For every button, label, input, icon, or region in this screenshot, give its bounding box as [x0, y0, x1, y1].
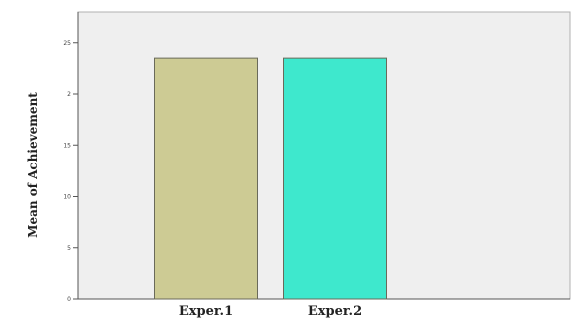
y-tick-label: 0 [67, 296, 71, 303]
y-axis-ticks: 0 5 10 15 2 25 [63, 40, 78, 303]
y-tick-label: 10 [63, 194, 71, 201]
bar-1 [154, 57, 258, 300]
bars [154, 57, 387, 300]
x-category-label: Exper.1 [179, 304, 233, 319]
y-tick-label: 5 [67, 245, 71, 252]
bar-2 [283, 57, 387, 300]
x-axis-labels: Exper.1 Exper.2 [179, 304, 362, 319]
y-axis-title: Mean of Achievement [26, 92, 40, 238]
y-tick-label: 15 [63, 142, 71, 149]
y-tick-label: 25 [63, 40, 71, 47]
y-tick-label: 2 [67, 91, 71, 98]
x-category-label: Exper.2 [308, 304, 362, 319]
